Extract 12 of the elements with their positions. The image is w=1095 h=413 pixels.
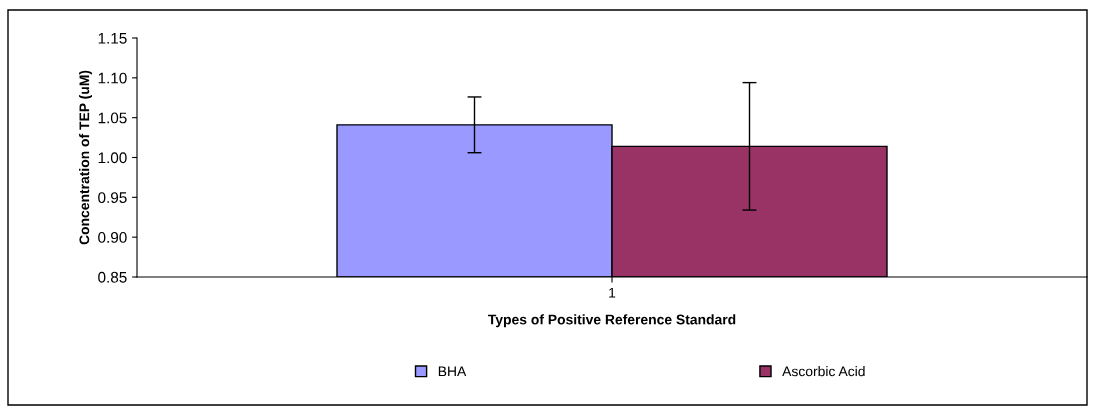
- y-tick-label: 0.95: [98, 192, 127, 204]
- y-tick-label: 1.00: [98, 152, 127, 164]
- legend-label: Ascorbic Acid: [782, 366, 865, 377]
- y-tick-label: 1.15: [98, 33, 127, 44]
- legend-label: BHA: [438, 366, 467, 377]
- y-tick-label: 1.10: [98, 72, 127, 84]
- y-tick-label: 0.90: [98, 232, 127, 243]
- y-axis-title: Concentration of TEP (uM): [79, 70, 92, 245]
- x-axis-title: Types of Positive Reference Standard: [488, 314, 736, 328]
- x-tick-label: 1: [609, 287, 616, 298]
- y-tick-label: 1.05: [98, 112, 127, 124]
- y-tick-label: 0.85: [98, 271, 127, 283]
